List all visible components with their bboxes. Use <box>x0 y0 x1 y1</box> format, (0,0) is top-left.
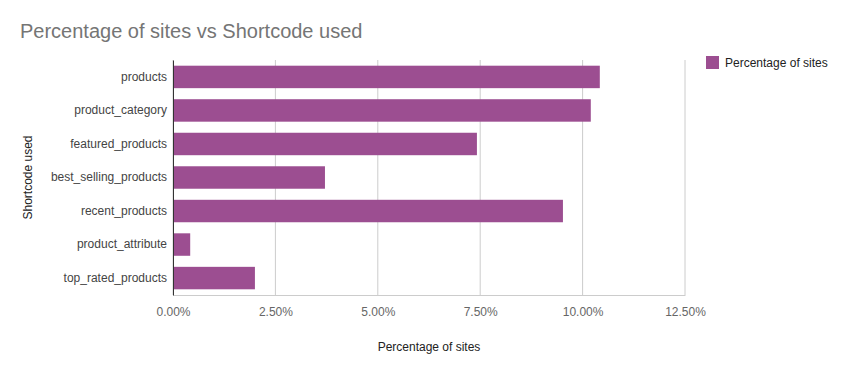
x-tick-label: 12.50% <box>665 305 706 319</box>
y-tick-label: products <box>121 70 167 84</box>
grid-line <box>377 60 378 295</box>
y-axis-line <box>173 61 174 296</box>
y-tick-label: recent_products <box>81 204 167 218</box>
x-axis-line <box>174 295 686 296</box>
x-tick: 5.00% <box>361 295 395 319</box>
x-tick: 0.00% <box>156 295 190 319</box>
y-axis: products product_category featured_product… <box>51 61 174 296</box>
y-tick: top_rated_products <box>64 271 173 285</box>
legend-label: Percentage of sites <box>725 56 828 70</box>
grid <box>173 60 685 295</box>
x-tick-label: 2.50% <box>259 305 293 319</box>
x-tick: 12.50% <box>665 295 706 319</box>
bar <box>173 267 255 289</box>
bar <box>173 66 600 88</box>
bar <box>173 200 563 222</box>
y-tick: recent_products <box>81 204 173 218</box>
legend-swatch <box>706 56 719 69</box>
x-tick-label: 7.50% <box>464 305 498 319</box>
legend: Percentage of sites <box>706 56 828 70</box>
x-tick: 10.00% <box>563 295 604 319</box>
title: Percentage of sites vs Shortcode used <box>20 20 362 42</box>
x-tick-label: 10.00% <box>563 305 604 319</box>
grid-line <box>685 60 686 295</box>
x-tick-label: 5.00% <box>361 305 395 319</box>
y-tick-label: top_rated_products <box>64 271 167 285</box>
x-tick-label: 0.00% <box>156 305 190 319</box>
legend-item: Percentage of sites <box>706 56 828 70</box>
x-tick: 2.50% <box>259 295 293 319</box>
x-axis-title: Percentage of sites <box>378 340 481 354</box>
bars <box>173 66 600 290</box>
x-axis: 0.00% 2.50% 5.00% 7.50% 10.00% 12.50% <box>156 295 706 319</box>
plot: 0.00% 2.50% 5.00% 7.50% 10.00% 12.50% products… <box>51 60 706 319</box>
grid-line <box>480 60 481 295</box>
bar <box>173 133 477 155</box>
bar <box>173 99 591 121</box>
bar <box>173 233 190 255</box>
y-tick-label: product_category <box>74 103 167 117</box>
y-tick: product_category <box>74 103 173 117</box>
y-tick: best_selling_products <box>51 170 173 184</box>
y-tick: product_attribute <box>77 237 173 251</box>
grid-line <box>582 60 583 295</box>
bar <box>173 166 325 188</box>
y-tick: featured_products <box>70 137 173 151</box>
y-tick-label: featured_products <box>70 137 167 151</box>
x-tick: 7.50% <box>464 295 498 319</box>
grid-line <box>173 60 174 295</box>
y-axis-title: Shortcode used <box>21 135 35 219</box>
y-tick-label: best_selling_products <box>51 170 167 184</box>
chart: Percentage of sites vs Shortcode used 0.0… <box>0 0 847 371</box>
y-tick-label: product_attribute <box>77 237 167 251</box>
y-tick: products <box>121 70 173 84</box>
